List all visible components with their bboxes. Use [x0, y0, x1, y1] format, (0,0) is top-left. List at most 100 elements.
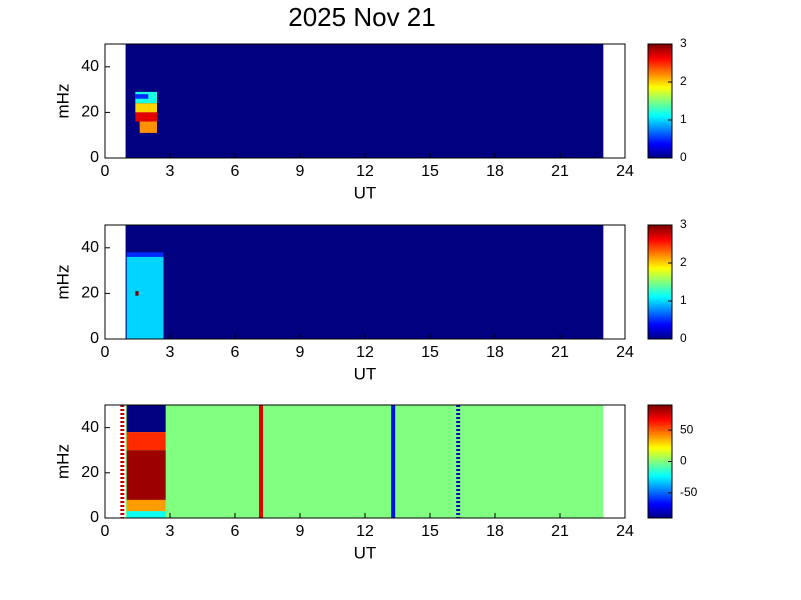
- colorbar-swatch: [648, 92, 672, 95]
- colorbar-swatch: [648, 452, 672, 455]
- colorbar-swatch: [648, 47, 672, 50]
- colorbar-tick-label: 1: [680, 112, 687, 126]
- colorbar-swatch: [648, 456, 672, 459]
- colorbar-swatch: [648, 76, 672, 79]
- colorbar-swatch: [648, 77, 672, 81]
- colorbar-swatch: [648, 248, 672, 251]
- colorbar-swatch: [648, 260, 672, 263]
- colorbar-swatch: [648, 443, 672, 447]
- colorbar-swatch: [648, 319, 672, 322]
- colorbar-swatch: [648, 465, 672, 468]
- colorbar-swatch: [648, 124, 672, 127]
- y-tick-label: 40: [81, 419, 99, 436]
- colorbar-swatch: [648, 109, 672, 113]
- colorbar-swatch: [648, 495, 672, 498]
- colorbar-swatch: [648, 493, 672, 496]
- colorbar-swatch: [648, 468, 672, 471]
- colorbar-swatch: [648, 509, 672, 512]
- colorbar-swatch: [648, 267, 672, 271]
- colorbar-swatch: [648, 482, 672, 485]
- colorbar-swatch: [648, 315, 672, 319]
- colorbar-swatch: [648, 296, 672, 299]
- colorbar-tick-label: 2: [680, 74, 687, 88]
- colorbar-swatch: [648, 454, 672, 457]
- colorbar-swatch: [648, 475, 672, 478]
- colorbar-swatch: [648, 324, 672, 328]
- colorbar-swatch: [648, 498, 672, 501]
- colorbar-swatch: [648, 278, 672, 281]
- x-axis-label: UT: [354, 183, 377, 202]
- colorbar-swatch: [648, 473, 672, 477]
- colorbar-swatch: [648, 280, 672, 283]
- colorbar-swatch: [648, 44, 672, 47]
- colorbar-swatch: [648, 496, 672, 500]
- x-axis-label: UT: [354, 543, 377, 562]
- x-tick-label: 24: [616, 163, 634, 180]
- colorbar-swatch: [648, 489, 672, 493]
- colorbar-tick-label: 0: [680, 150, 687, 164]
- x-tick-label: 15: [421, 344, 439, 361]
- colorbar-swatch: [648, 322, 672, 326]
- colorbar-swatch: [648, 412, 672, 415]
- y-tick-label: 40: [81, 58, 99, 75]
- heat-cell: [126, 432, 166, 451]
- colorbar-swatch: [648, 449, 672, 452]
- y-axis-label: mHz: [53, 265, 72, 300]
- x-tick-label: 0: [101, 163, 110, 180]
- colorbar-swatch: [648, 282, 672, 285]
- colorbar-tick-label: 50: [680, 422, 694, 436]
- colorbar-swatch: [648, 54, 672, 57]
- colorbar-swatch: [648, 328, 672, 331]
- colorbar-swatch: [648, 147, 672, 150]
- colorbar-swatch: [648, 242, 672, 246]
- colorbar-swatch: [648, 244, 672, 247]
- colorbar-swatch: [648, 507, 672, 510]
- heat-cell: [125, 44, 604, 158]
- heat-cell: [126, 256, 164, 339]
- x-tick-label: 21: [551, 163, 569, 180]
- colorbar-tick-label: 2: [680, 255, 687, 269]
- heat-cell: [135, 94, 149, 99]
- colorbar-tick-label: 0: [680, 331, 687, 345]
- colorbar-swatch: [648, 127, 672, 130]
- heat-cell: [135, 103, 157, 113]
- x-tick-label: 3: [166, 523, 175, 540]
- colorbar-tick-label: -50: [680, 485, 698, 499]
- colorbar-swatch: [648, 83, 672, 86]
- colorbar-swatch: [648, 273, 672, 276]
- colorbar-swatch: [648, 118, 672, 122]
- colorbar-swatch: [648, 445, 672, 448]
- colorbar-swatch: [648, 431, 672, 434]
- colorbar-swatch: [648, 246, 672, 249]
- colorbar-tick-label: 3: [680, 217, 687, 231]
- colorbar-swatch: [648, 117, 672, 120]
- colorbar-swatch: [648, 145, 672, 148]
- colorbar-swatch: [648, 305, 672, 308]
- colorbar-swatch: [648, 225, 672, 228]
- heat-cell: [125, 225, 604, 339]
- colorbar-swatch: [648, 233, 672, 237]
- colorbar-swatch: [648, 335, 672, 338]
- colorbar-swatch: [648, 143, 672, 147]
- colorbar-swatch: [648, 433, 672, 436]
- colorbar-swatch: [648, 84, 672, 88]
- colorbar-swatch: [648, 262, 672, 265]
- x-tick-label: 21: [551, 344, 569, 361]
- colorbar-swatch: [648, 141, 672, 145]
- colorbar-swatch: [648, 249, 672, 253]
- colorbar-swatch: [648, 470, 672, 473]
- colorbar-swatch: [648, 133, 672, 136]
- colorbar-swatch: [648, 129, 672, 132]
- x-tick-label: 3: [166, 344, 175, 361]
- colorbar-swatch: [648, 333, 672, 336]
- x-tick-label: 12: [356, 344, 374, 361]
- heat-cell: [135, 112, 157, 122]
- y-tick-label: 0: [90, 509, 99, 526]
- colorbar-swatch: [648, 321, 672, 324]
- colorbar-swatch: [648, 503, 672, 507]
- colorbar-swatch: [648, 149, 672, 152]
- colorbar-swatch: [648, 239, 672, 242]
- colorbar-swatch: [648, 154, 672, 157]
- y-tick-label: 0: [90, 330, 99, 347]
- colorbar-swatch: [648, 500, 672, 503]
